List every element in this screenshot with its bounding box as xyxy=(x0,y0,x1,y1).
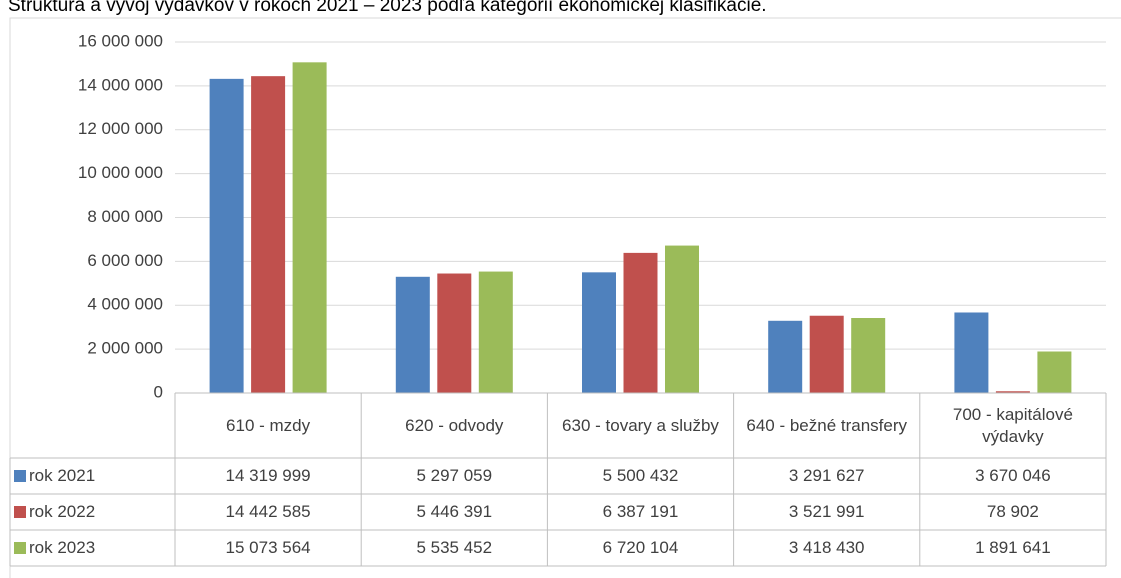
y-tick-label: 10 000 000 xyxy=(78,163,163,182)
data-label: 5 500 432 xyxy=(547,458,733,494)
data-label-text: 5 535 452 xyxy=(416,538,493,557)
data-label: 5 535 452 xyxy=(361,530,547,566)
data-label: 14 442 585 xyxy=(175,494,361,530)
bar xyxy=(582,272,616,393)
bar xyxy=(395,276,430,393)
legend-entry: rok 2021 xyxy=(10,458,175,494)
data-label-text: 5 297 059 xyxy=(416,466,493,485)
data-label-text: 6 720 104 xyxy=(602,538,679,557)
legend-key xyxy=(14,506,26,518)
legend-entry-text: rok 2021 xyxy=(29,466,96,485)
data-label-text: 5 500 432 xyxy=(602,466,679,485)
y-tick-label: 12 000 000 xyxy=(78,119,163,138)
y-tick-label: 16 000 000 xyxy=(78,31,163,50)
data-label: 6 387 191 xyxy=(547,494,733,530)
data-label: 5 297 059 xyxy=(361,458,547,494)
y-tick-label: 6 000 000 xyxy=(87,251,163,270)
legend-entry-text: rok 2023 xyxy=(29,538,96,557)
x-tick-label-text: 620 - odvody xyxy=(405,415,504,435)
y-tick-label: 4 000 000 xyxy=(87,295,163,314)
data-label-text: 1 891 641 xyxy=(975,538,1051,557)
y-tick-label: 0 xyxy=(154,382,163,401)
data-label: 5 446 391 xyxy=(361,494,547,530)
legend-entry: rok 2022 xyxy=(10,494,175,530)
x-tick-label: 630 - tovary a služby xyxy=(547,393,733,458)
data-label-text: 3 521 991 xyxy=(788,502,865,521)
y-tick-label: 8 000 000 xyxy=(87,207,163,226)
x-tick-label-text: 640 - bežné transfery xyxy=(746,415,908,435)
legend-entry-text: rok 2022 xyxy=(29,502,96,521)
data-label: 14 319 999 xyxy=(175,458,361,494)
bar xyxy=(851,318,886,393)
bar xyxy=(1037,351,1072,393)
chart-title: Štruktúra a vývoj výdavkov v rokoch 2021… xyxy=(8,0,767,16)
y-tick-label: 2 000 000 xyxy=(87,339,163,358)
bar xyxy=(292,62,327,393)
bar xyxy=(995,391,1030,393)
y-tick-label: 14 000 000 xyxy=(78,75,163,94)
bar xyxy=(954,312,989,393)
x-tick-label: 610 - mzdy xyxy=(175,393,361,458)
x-tick-label-text: 630 - tovary a služby xyxy=(562,415,719,435)
data-label-text: 14 319 999 xyxy=(225,466,311,485)
legend-key xyxy=(14,542,26,554)
bar xyxy=(768,320,803,393)
data-label-text: 15 073 564 xyxy=(225,538,311,557)
x-tick-label-text: 610 - mzdy xyxy=(226,415,311,435)
bar xyxy=(209,78,244,394)
data-label: 6 720 104 xyxy=(547,530,733,566)
data-label-text: 5 446 391 xyxy=(416,502,493,521)
data-label: 15 073 564 xyxy=(175,530,361,566)
data-label-text: 3 670 046 xyxy=(975,466,1051,485)
bar xyxy=(665,245,699,393)
data-label: 3 291 627 xyxy=(734,458,920,494)
data-label: 3 670 046 xyxy=(920,458,1106,494)
bar xyxy=(478,271,513,393)
bar xyxy=(809,315,844,393)
data-label-text: 14 442 585 xyxy=(225,502,311,521)
x-tick-label: 640 - bežné transfery xyxy=(734,393,920,458)
x-tick-label-text: 700 - kapitálové výdavky xyxy=(952,404,1073,446)
data-label: 3 521 991 xyxy=(734,494,920,530)
bar xyxy=(437,273,472,393)
data-label-text: 78 902 xyxy=(986,502,1039,521)
data-label-text: 3 291 627 xyxy=(788,466,865,485)
data-label-text: 6 387 191 xyxy=(602,502,679,521)
chart-frame xyxy=(9,17,1121,578)
data-label-text: 3 418 430 xyxy=(788,538,865,557)
data-label: 78 902 xyxy=(920,494,1106,530)
data-label: 1 891 641 xyxy=(920,530,1106,566)
x-tick-label: 700 - kapitálové výdavky xyxy=(920,393,1106,458)
x-tick-label: 620 - odvody xyxy=(361,393,547,458)
bar xyxy=(251,76,286,393)
bar xyxy=(623,252,658,393)
legend-key xyxy=(14,470,26,482)
legend-entry: rok 2023 xyxy=(10,530,175,566)
data-label: 3 418 430 xyxy=(734,530,920,566)
